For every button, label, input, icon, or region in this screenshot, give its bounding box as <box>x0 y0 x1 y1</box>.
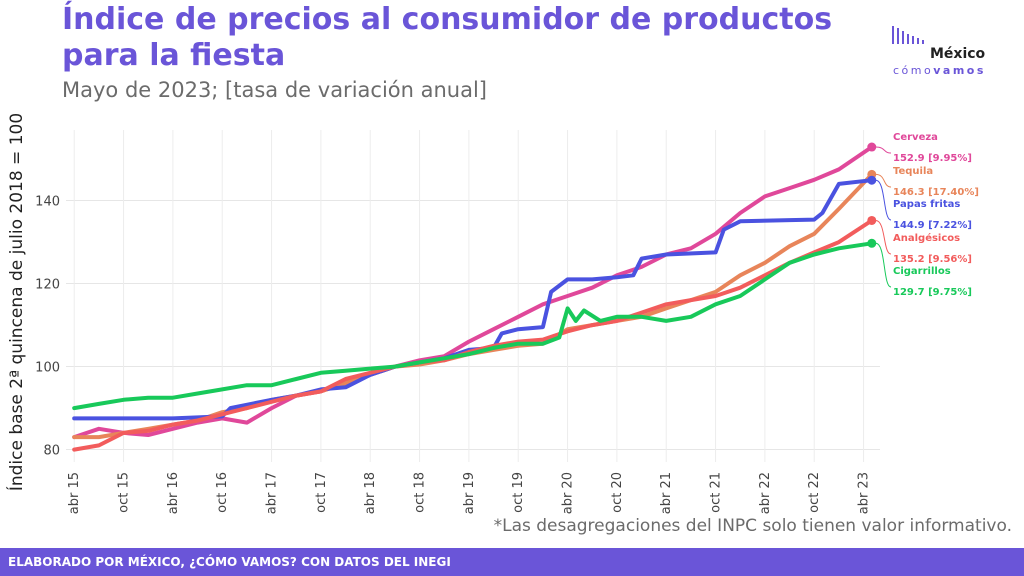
x-tick-label: oct 15 <box>117 472 132 513</box>
y-tick-label: 120 <box>35 278 60 293</box>
page-title: Índice de precios al consumidor de produ… <box>62 2 833 73</box>
series-line <box>72 145 874 440</box>
y-tick-label: 100 <box>35 361 60 376</box>
logo-icon <box>892 26 924 44</box>
x-tick-label: abr 16 <box>166 472 181 514</box>
series-line <box>72 218 874 452</box>
series-end-point <box>867 175 877 185</box>
x-tick-label: oct 20 <box>610 472 625 513</box>
label-leader-line <box>875 219 892 255</box>
series-line <box>72 178 874 421</box>
series-label-name: Tequila <box>893 166 933 177</box>
series-end-point <box>867 238 877 248</box>
series-label-value: 146.3 [17.40%] <box>893 187 979 198</box>
logo-text-mexico: México <box>930 46 986 62</box>
x-tick-label: abr 21 <box>659 472 674 514</box>
series-end-point <box>867 215 877 225</box>
series-label-name: Analgésicos <box>893 232 960 244</box>
series-label-name: Cigarrillos <box>893 266 951 277</box>
x-tick-label: oct 16 <box>215 472 230 513</box>
x-tick-label: oct 18 <box>413 472 428 513</box>
footer-text: ELABORADO POR MÉXICO, ¿CÓMO VAMOS? CON D… <box>8 555 451 569</box>
label-leader-line <box>875 146 892 154</box>
series-label-value: 135.2 [9.56%] <box>893 254 972 265</box>
page-subtitle: Mayo de 2023; [tasa de variación anual] <box>62 78 487 102</box>
series-end-point <box>867 142 877 152</box>
x-tick-label: abr 18 <box>363 472 378 514</box>
footnote: *Las desagregaciones del INPC solo tiene… <box>493 516 1012 536</box>
series-line <box>72 172 874 440</box>
x-tick-label: oct 22 <box>807 472 822 513</box>
footer-bar: ELABORADO POR MÉXICO, ¿CÓMO VAMOS? CON D… <box>0 548 1024 576</box>
x-tick-label: oct 17 <box>314 472 329 513</box>
y-axis-ticks: 80 100 120 140 <box>35 195 60 459</box>
label-leader-line <box>875 173 892 188</box>
logo-text-comovamos: cómovamos <box>893 64 986 77</box>
x-tick-label: oct 19 <box>511 472 526 513</box>
series-labels: Cerveza 152.9 [9.95%] Tequila 146.3 [17.40%… <box>875 132 979 298</box>
series-label-value: 129.7 [9.75%] <box>893 287 972 298</box>
series-label-value: 152.9 [9.95%] <box>893 153 972 164</box>
y-axis-label: Índice base 2ª quincena de julio 2018 = … <box>5 113 27 491</box>
x-tick-label: abr 19 <box>462 472 477 514</box>
label-leader-line <box>875 179 892 221</box>
series-line <box>72 241 874 411</box>
y-tick-label: 140 <box>35 195 60 210</box>
chart-series <box>72 142 877 452</box>
x-tick-label: abr 20 <box>561 472 576 514</box>
y-tick-label: 80 <box>43 444 60 459</box>
x-tick-label: abr 22 <box>758 472 773 514</box>
series-label-name: Cerveza <box>893 132 938 143</box>
series-label-name: Papas fritas <box>893 199 960 210</box>
x-tick-label: abr 17 <box>265 472 280 514</box>
x-tick-label: abr 23 <box>857 472 872 514</box>
series-label-value: 144.9 [7.22%] <box>893 220 972 231</box>
label-leader-line <box>875 242 892 288</box>
x-axis-ticks: abr 15 oct 15 abr 16 oct 16 abr 17 oct 17 abr … <box>67 472 871 514</box>
x-tick-label: oct 21 <box>709 472 724 513</box>
x-tick-label: abr 15 <box>67 472 82 514</box>
chart-grid <box>66 130 880 462</box>
